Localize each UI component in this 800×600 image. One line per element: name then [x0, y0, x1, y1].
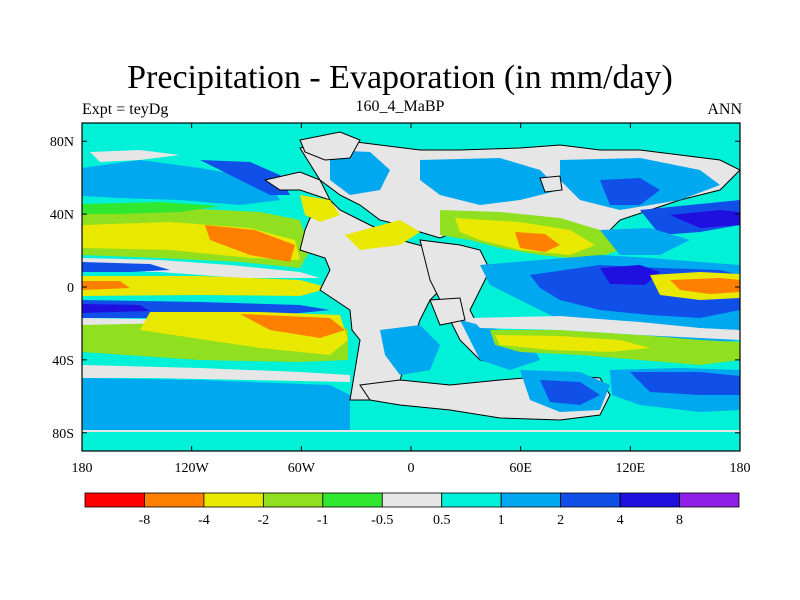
field-eq-orange [82, 281, 130, 290]
field-tethys-orange [515, 232, 560, 252]
x-tick-label: 120E [616, 461, 646, 476]
field-land-blue-2 [420, 158, 560, 205]
colorbar-swatch [500, 492, 562, 508]
colorbar-swatch [381, 492, 443, 508]
colorbar-swatch [441, 492, 502, 508]
y-tick-label: 40N [50, 208, 74, 223]
y-tick-label: 80S [52, 427, 74, 442]
colorbar-label: 2 [557, 513, 564, 528]
field-ne-darkblue [670, 210, 740, 228]
colorbar-label: -4 [198, 513, 210, 528]
field-north-blue-band [82, 160, 280, 205]
field-so-blue [82, 378, 350, 432]
experiment-label: Expt = teyDg [82, 101, 169, 118]
map-area [82, 123, 740, 451]
colorbar-swatch [262, 492, 324, 508]
colorbar-label: -8 [139, 513, 151, 528]
x-tick-label: 180 [72, 461, 93, 476]
colorbar-labels: -8 -4 -2 -1 -0.5 0.5 1 2 4 8 [139, 513, 683, 528]
x-tick-label: 180 [730, 461, 751, 476]
colorbar-swatch [560, 492, 621, 508]
field-indian-purple [600, 265, 660, 285]
field-eastpac-orange2 [670, 278, 740, 294]
y-tick-label: 0 [67, 281, 74, 296]
field-eq-blue [82, 262, 170, 272]
colorbar-swatch [84, 492, 145, 508]
y-tick-label: 80N [50, 135, 74, 150]
land-island-2 [429, 297, 466, 326]
field-arctic-white [90, 150, 180, 162]
field-soe-darkblue [630, 372, 740, 395]
x-tick-label: 0 [408, 461, 415, 476]
field-atlantic-yellow [300, 195, 340, 222]
field-so-white [82, 365, 350, 382]
field-sp-orange [240, 314, 345, 338]
y-tick-label: 40S [52, 354, 74, 369]
field-land-blue-1 [330, 150, 390, 195]
colorbar-swatch [322, 492, 383, 508]
field-north-pacific-dark [200, 160, 290, 195]
colorbar-swatch [619, 492, 680, 508]
field-itcz-darkblue [82, 304, 150, 313]
y-tick-labels: 80N 40N 0 40S 80S [50, 135, 74, 442]
colorbar [84, 492, 740, 508]
x-tick-labels: 180 120W 60W 0 60E 120E 180 [72, 461, 751, 476]
x-tick-marks [81, 123, 741, 451]
field-sio-yellow [495, 335, 650, 352]
colorbar-swatch [203, 492, 264, 508]
field-land-darkblue-1 [600, 178, 660, 205]
colorbar-label: 1 [498, 513, 505, 528]
field-land-blue-7 [380, 325, 440, 375]
colorbar-label: 0.5 [433, 513, 451, 528]
colorbar-swatch [144, 492, 205, 508]
field-far-south-teal [82, 432, 740, 451]
time-period-label: 160_4_MaBP [355, 98, 445, 115]
field-eq-white [82, 258, 320, 278]
colorbar-label: -1 [317, 513, 329, 528]
colorbar-label: 8 [676, 513, 683, 528]
map-title: Precipitation - Evaporation (in mm/day) [127, 59, 673, 96]
colorbar-swatch [679, 492, 740, 508]
field-land-blue-6 [540, 380, 600, 405]
field-np-lime [82, 202, 220, 214]
field-np-orange [205, 225, 295, 262]
field-eq-yellow [82, 276, 330, 296]
land-island-1 [539, 175, 563, 193]
colorbar-label: -2 [258, 513, 270, 528]
x-tick-label: 120W [175, 461, 210, 476]
land-greenland [299, 131, 361, 161]
field-ne-light [600, 228, 690, 255]
colorbar-label: -0.5 [371, 513, 393, 528]
season-label: ANN [707, 101, 742, 118]
field-sio-white [470, 316, 740, 340]
field-arctic-teal [82, 135, 260, 152]
field-atlantic-strip [345, 220, 420, 250]
colorbar-label: 4 [617, 513, 624, 528]
x-tick-label: 60E [509, 461, 532, 476]
x-tick-label: 60W [288, 461, 316, 476]
y-tick-marks [82, 140, 740, 434]
